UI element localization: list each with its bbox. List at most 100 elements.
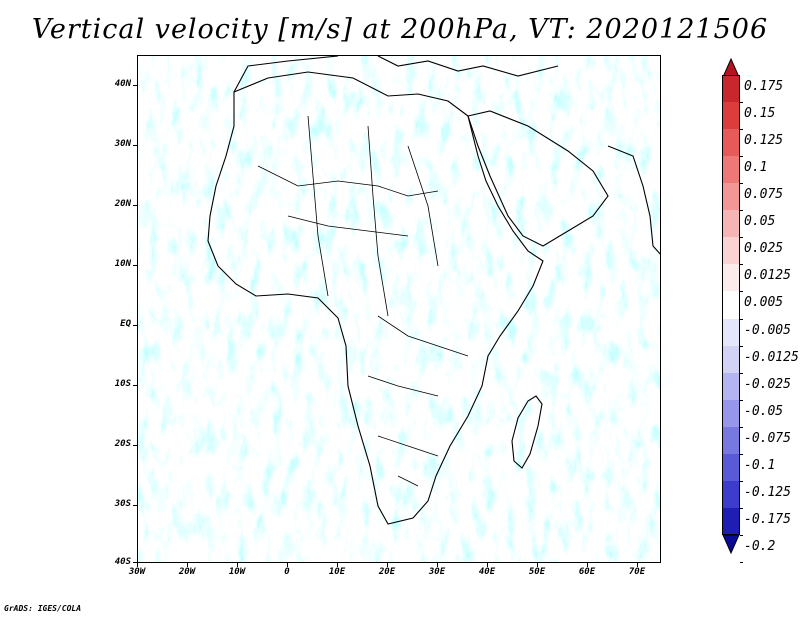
- colorbar-tick: [740, 453, 743, 455]
- lat-tick: [133, 265, 137, 266]
- colorbar-label: -0.2: [744, 539, 776, 554]
- lat-label: EQ: [120, 319, 131, 329]
- lon-label: 30W: [128, 567, 146, 577]
- colorbar-tick: [740, 156, 743, 158]
- colorbar-tick: [740, 129, 743, 131]
- colorbar-tick: [740, 372, 743, 374]
- lat-tick: [133, 445, 137, 446]
- colorbar-label: 0.025: [744, 241, 784, 257]
- colorbar-label: 0.15: [744, 106, 776, 122]
- colorbar-label: -0.075: [744, 430, 791, 446]
- colorbar-tick: [740, 535, 743, 536]
- colorbar-tick: [740, 562, 743, 564]
- colorbar-label: 0.075: [744, 187, 784, 203]
- africa-coastline: [207, 71, 544, 525]
- lon-tick: [237, 563, 238, 567]
- lat-label: 10N: [114, 259, 131, 269]
- lat-label: 20S: [114, 439, 131, 449]
- map-panel: [137, 55, 661, 563]
- colorbar-swatch: [722, 183, 740, 211]
- lon-label: 70E: [628, 567, 646, 577]
- lat-label: 40N: [114, 79, 131, 89]
- colorbar-tick: [740, 426, 743, 428]
- colorbar-tick: [740, 480, 743, 482]
- lat-tick: [133, 205, 137, 206]
- colorbar-tick: [740, 507, 743, 509]
- colorbar-label: -0.1: [744, 457, 776, 473]
- lon-tick: [337, 563, 338, 567]
- arabia-coastline: [467, 110, 609, 247]
- lat-tick: [133, 85, 137, 86]
- lat-tick: [133, 505, 137, 506]
- lon-tick: [287, 563, 288, 567]
- colorbar-swatch: [722, 291, 740, 320]
- lon-label: 10E: [328, 567, 346, 577]
- colorbar-tick: [740, 399, 743, 401]
- colorbar-swatch: [722, 399, 740, 428]
- lon-tick: [387, 563, 388, 567]
- colorbar-swatch: [722, 345, 740, 374]
- lat-tick: [133, 385, 137, 386]
- lon-tick: [537, 563, 538, 567]
- colorbar-bottom-arrow: [722, 535, 740, 555]
- colorbar-swatch: [722, 156, 740, 184]
- lon-tick: [137, 563, 138, 567]
- lat-tick: [133, 562, 137, 563]
- colorbar-swatch: [722, 453, 740, 482]
- colorbar-swatch: [722, 426, 740, 455]
- lon-tick: [587, 563, 588, 567]
- colorbar-swatch: [722, 75, 740, 103]
- chart-title: Vertical velocity [m/s] at 200hPa, VT: 2…: [31, 14, 769, 45]
- colorbar-swatch: [722, 237, 740, 265]
- lon-label: 40E: [478, 567, 496, 577]
- lat-label: 40S: [114, 557, 131, 567]
- lon-label: 60E: [578, 567, 596, 577]
- lat-label: 20N: [114, 199, 131, 209]
- field-noise-layer: [138, 56, 660, 562]
- inland-borders: [257, 115, 469, 487]
- madagascar-coastline: [511, 395, 543, 469]
- colorbar-label: 0.175: [744, 79, 784, 94]
- colorbar-label: 0.005: [744, 295, 784, 311]
- lat-tick: [133, 325, 137, 326]
- lat-label: 10S: [114, 379, 131, 389]
- lon-tick: [637, 563, 638, 567]
- colorbar-tick: [740, 102, 743, 104]
- lat-tick: [133, 145, 137, 146]
- colorbar-swatch: [722, 264, 740, 292]
- lon-tick: [487, 563, 488, 567]
- lon-label: 0: [284, 567, 290, 577]
- colorbar-tick: [740, 318, 743, 320]
- colorbar-label: 0.1: [744, 160, 768, 176]
- colorbar-label: -0.125: [744, 484, 791, 500]
- colorbar-tick: [740, 237, 743, 239]
- lon-tick: [187, 563, 188, 567]
- footer-credit: GrADS: IGES/COLA: [4, 604, 82, 613]
- colorbar-swatch: [722, 507, 740, 536]
- lon-label: 20W: [178, 567, 196, 577]
- colorbar: [722, 58, 740, 555]
- colorbar-swatch: [722, 318, 740, 347]
- colorbar-swatch: [722, 372, 740, 401]
- lon-label: 20E: [378, 567, 396, 577]
- lat-label: 30N: [114, 139, 131, 149]
- colorbar-swatch: [722, 210, 740, 238]
- colorbar-tick: [740, 291, 743, 293]
- colorbar-label: -0.175: [744, 511, 791, 527]
- colorbar-swatch: [722, 102, 740, 130]
- colorbar-label: -0.025: [744, 376, 791, 392]
- lon-label: 10W: [228, 567, 246, 577]
- colorbar-label: -0.005: [744, 322, 791, 338]
- colorbar-label: -0.0125: [744, 349, 799, 365]
- colorbar-label: 0.0125: [744, 268, 791, 284]
- mediterranean-coast: [233, 56, 559, 93]
- lat-label: 30S: [114, 499, 131, 509]
- colorbar-tick: [740, 183, 743, 185]
- lon-tick: [437, 563, 438, 567]
- colorbar-tick: [740, 345, 743, 347]
- coastlines: [207, 56, 660, 525]
- colorbar-swatch: [722, 129, 740, 157]
- colorbar-label: 0.125: [744, 133, 784, 149]
- colorbar-label: -0.05: [744, 403, 784, 419]
- vertical-velocity-field: [138, 56, 660, 562]
